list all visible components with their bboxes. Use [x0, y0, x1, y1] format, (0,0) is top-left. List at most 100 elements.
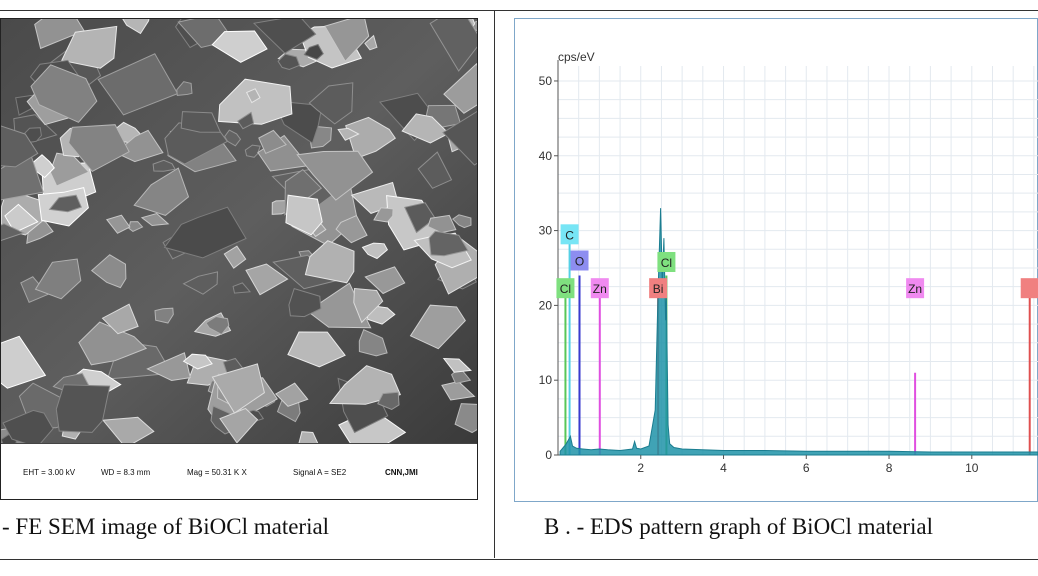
- sem-flake: [277, 53, 301, 71]
- sem-flake: [252, 19, 317, 54]
- sem-flake: [377, 391, 400, 411]
- y-tick-label: 40: [539, 149, 553, 163]
- sem-flake: [232, 282, 252, 294]
- lab-text: CNN,JMI: [385, 468, 418, 477]
- sem-flake: [223, 245, 247, 269]
- sem-flake: [245, 88, 261, 104]
- sem-flake: [353, 287, 384, 324]
- y-tick-label: 30: [539, 224, 553, 238]
- sem-flake: [34, 19, 85, 50]
- sem-flake: [237, 111, 255, 130]
- sem-flake: [133, 167, 190, 216]
- sem-flake: [90, 254, 127, 289]
- sem-flake: [452, 214, 472, 229]
- y-tick-label: 10: [539, 373, 553, 387]
- eds-caption: B . - EDS pattern graph of BiOCl materia…: [544, 514, 934, 539]
- peak-label: Bi: [653, 282, 664, 296]
- sem-flake: [303, 43, 324, 60]
- sem-flake: [101, 303, 139, 335]
- sem-flake: [61, 25, 118, 69]
- sem-flake: [427, 214, 457, 234]
- peak-label-box: [556, 278, 575, 299]
- sem-flake: [361, 242, 389, 260]
- sem-image: EHT = 3.00 kV WD = 8.3 mm Mag = 50.31 K …: [0, 18, 478, 500]
- sem-flake: [78, 321, 148, 366]
- sem-flake: [337, 127, 360, 141]
- sem-flake: [285, 194, 323, 236]
- sem-flake: [55, 384, 111, 433]
- sem-flake: [211, 363, 265, 414]
- sem-flake: [454, 403, 477, 434]
- peak-label-box: [590, 278, 609, 299]
- sem-flake: [34, 258, 82, 300]
- sem-flake: [404, 202, 436, 234]
- sem-flake: [308, 82, 354, 125]
- sem-flake: [442, 110, 477, 166]
- sem-flake: [335, 214, 368, 244]
- sem-flake: [218, 78, 293, 125]
- y-tick-label: 20: [539, 298, 553, 312]
- sem-flake: [152, 159, 176, 172]
- sem-flake: [287, 331, 346, 368]
- x-tick-label: 10: [965, 461, 979, 475]
- sem-flake: [442, 357, 472, 373]
- eht-text: EHT = 3.00 kV: [23, 468, 76, 477]
- y-axis-label: cps/eV: [558, 50, 595, 64]
- sem-flake: [304, 240, 355, 284]
- peak-label-box: [649, 278, 668, 299]
- peak-label: O: [575, 255, 584, 269]
- sem-flake: [428, 230, 469, 257]
- mag-text: Mag = 50.31 K X: [187, 468, 247, 477]
- sem-caption: - FE SEM image of BiOCl material: [2, 514, 330, 539]
- sem-flake: [2, 409, 54, 443]
- sem-flake: [223, 129, 242, 147]
- peak-label-box: [560, 224, 579, 245]
- sem-flake: [244, 144, 261, 158]
- peak-label: Cl: [560, 282, 571, 296]
- sem-flake: [176, 81, 193, 96]
- x-tick-label: 4: [720, 461, 727, 475]
- peak-label: Zn: [908, 282, 922, 296]
- sem-flake: [417, 151, 453, 189]
- sem-flake: [401, 113, 450, 144]
- sem-flake: [373, 207, 394, 223]
- sem-flake: [258, 129, 287, 155]
- sem-flake: [163, 206, 247, 259]
- peak-label-box: [657, 251, 676, 272]
- sem-flake: [443, 62, 477, 114]
- sem-flake: [1, 335, 47, 389]
- sem-flake: [180, 111, 222, 133]
- eds-chart: cps/eV CO Cl Zn Bi Cl Zn 0 10 20 30 40 50 2 4 6 8 10: [539, 50, 1038, 475]
- sem-flake: [20, 276, 49, 303]
- sem-flake: [429, 19, 477, 72]
- peak-label-box: [906, 278, 925, 299]
- sem-flake: [276, 399, 301, 423]
- sem-flake: [274, 382, 309, 407]
- sem-flake: [364, 266, 406, 295]
- sem-flake: [219, 407, 259, 443]
- sem-flake: [48, 194, 82, 213]
- peak-label: Zn: [593, 282, 607, 296]
- sem-flake: [364, 34, 378, 51]
- sem-micrograph: [1, 19, 477, 443]
- sem-flake: [182, 353, 213, 370]
- x-tick-label: 2: [637, 461, 644, 475]
- sem-flake: [205, 315, 230, 336]
- x-tick-label: 8: [886, 461, 893, 475]
- sem-flake: [409, 304, 466, 350]
- peak-label: Cl: [661, 256, 672, 270]
- sem-flake: [441, 380, 476, 401]
- sem-flake: [298, 431, 319, 443]
- sem-flake: [245, 263, 289, 296]
- wd-text: WD = 8.3 mm: [101, 468, 151, 477]
- sem-info-bar: EHT = 3.00 kV WD = 8.3 mm Mag = 50.31 K …: [1, 443, 477, 499]
- y-tick-label: 50: [539, 74, 553, 88]
- x-tick-label: 6: [803, 461, 810, 475]
- sem-flake: [140, 212, 170, 227]
- signal-text: Signal A = SE2: [293, 468, 347, 477]
- sem-flake: [128, 221, 144, 232]
- sem-flake: [182, 271, 219, 295]
- peak-label-box: [1020, 278, 1038, 299]
- peak-label-box: [570, 250, 589, 271]
- sem-flake: [358, 329, 388, 357]
